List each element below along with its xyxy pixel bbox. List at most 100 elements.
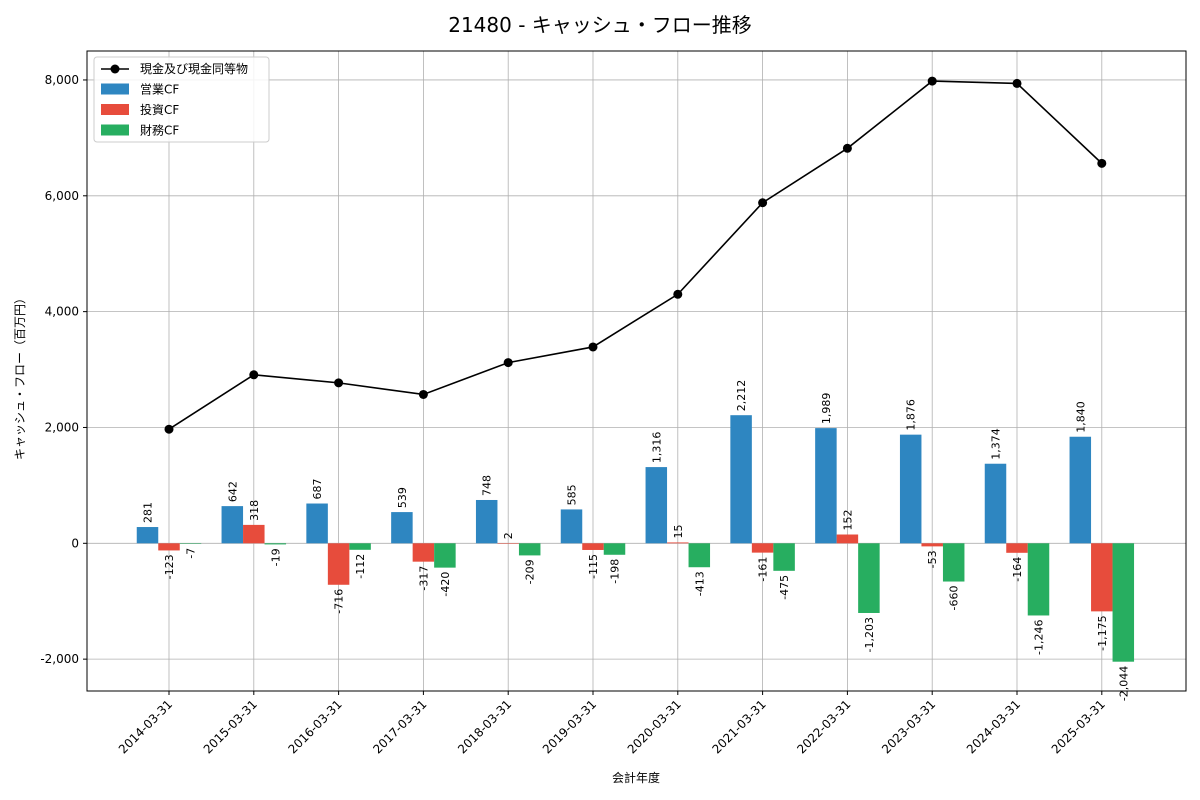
bar [243,524,265,544]
bar-value-label: -1,246 [1033,619,1046,654]
bar [1091,543,1113,612]
bar [475,499,498,544]
cash-point [418,389,428,399]
bar-value-label: 281 [142,502,155,523]
y-tick-label: -2,000 [40,652,79,666]
bar-value-label: -475 [778,575,791,600]
bar [497,543,519,544]
cash-line [164,76,1107,434]
bar-value-label: -198 [609,559,622,584]
bar-value-label: 1,989 [820,393,833,425]
cash-point [927,76,937,86]
bar [645,467,668,544]
x-tick-label: 2022-03-31 [794,697,853,756]
bar-value-label: 687 [311,479,324,500]
bar-value-label: -161 [757,557,770,582]
bar-value-label: -7 [185,548,198,559]
x-tick-label: 2025-03-31 [1049,697,1108,756]
cash-point [758,198,768,208]
y-axis-label: キャッシュ・フロー（百万円） [13,292,27,460]
y-tick-label: 4,000 [45,305,79,319]
bar [327,543,350,585]
bar [158,543,180,551]
bar [1006,543,1028,553]
bar [1069,436,1092,544]
bar [1027,543,1050,616]
bar [264,543,287,545]
bar [1112,543,1135,662]
y-tick-label: 8,000 [45,73,79,87]
bar-value-label: 2 [502,532,515,539]
chart-title: 21480 - キャッシュ・フロー推移 [448,13,752,37]
bar-value-label: -660 [948,586,961,611]
bar [221,506,244,544]
bar [773,543,795,571]
bar [603,543,626,555]
bar [391,512,413,544]
cash-point [249,370,259,380]
cash-point [1097,158,1107,168]
bar [942,543,965,582]
bar-value-label: -413 [693,571,706,596]
bar [921,543,943,547]
bar [836,534,859,544]
bar [688,543,711,568]
x-axis-label: 会計年度 [612,770,660,785]
bar-value-label: -716 [333,589,346,614]
legend-box [93,56,270,143]
y-tick-label: 2,000 [45,420,79,434]
bar [560,509,583,544]
y-tick-label: 6,000 [45,189,79,203]
bar-value-label: 585 [566,484,579,505]
data-labels: 281 642 687 539 748 585 1,316 2,212 1,989 1,876 1,… [142,380,1131,701]
cash-point [1012,78,1022,88]
bar [899,434,922,544]
bar-value-label: -1,175 [1096,615,1109,650]
bar-value-label: 539 [396,487,409,508]
x-tick-label: 2021-03-31 [710,697,769,756]
cash-point [588,342,598,352]
bars [136,415,1135,662]
bar-value-label: 318 [248,500,261,521]
bar-value-label: -317 [417,566,430,591]
cash-point [334,378,344,388]
bar [518,543,541,556]
bar [136,527,159,544]
cash-point [673,289,683,299]
axis-ticks: -2,000 0 2,000 4,000 6,000 8,000 2014-03-31 201… [40,73,1108,756]
bar-value-label: -209 [524,559,537,584]
legend-label: 投資CF [140,102,179,117]
x-tick-label: 2016-03-31 [286,697,345,756]
legend-swatch [101,124,129,136]
cash-point [842,143,852,153]
bar-value-label: -123 [163,554,176,579]
bar-value-label: -164 [1011,557,1024,582]
bar-value-label: 1,316 [650,432,663,464]
bar-value-label: 748 [481,475,494,496]
x-tick-label: 2019-03-31 [540,697,599,756]
bar [306,503,328,544]
bar-value-label: -2,044 [1117,666,1130,701]
y-tick-label: 0 [71,536,79,550]
bar-value-label: 1,876 [905,399,918,431]
bar [815,428,837,544]
x-tick-label: 2020-03-31 [625,697,684,756]
bar-value-label: -420 [439,572,452,597]
bar-value-label: 1,374 [990,428,1003,460]
bar [412,543,435,562]
cash-point [164,424,174,434]
bar-value-label: -115 [587,554,600,579]
bar-value-label: -19 [269,548,282,566]
legend-label: 財務CF [140,123,179,138]
legend-label: 現金及び現金同等物 [140,61,248,76]
cash-line-path [168,80,1103,430]
bar-value-label: -1,203 [863,617,876,652]
bar [349,543,371,550]
bar-value-label: -53 [926,550,939,568]
x-tick-label: 2018-03-31 [455,697,514,756]
bar [730,415,752,544]
legend-swatch [101,83,129,95]
